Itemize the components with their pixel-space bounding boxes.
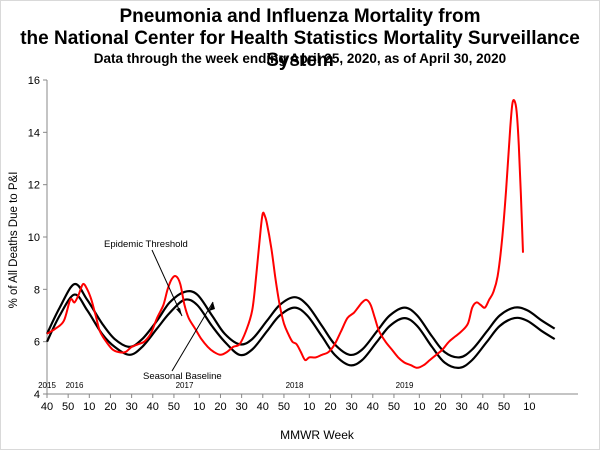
y-tick-label: 14 — [28, 127, 40, 139]
epidemic-threshold-label: Epidemic Threshold — [104, 239, 188, 250]
x-tick-label: 50 — [62, 401, 74, 413]
axes-group: 4 6 8 10 12 14 16 40 50 10 20 30 40 50 10 20 30 40 50 10 20 3… — [28, 75, 578, 413]
y-tick-label: 8 — [34, 284, 40, 296]
x-tick-label: 50 — [168, 401, 180, 413]
x-tick-label: 50 — [388, 401, 400, 413]
x-tick-label: 20 — [434, 401, 446, 413]
x-tick-label: 20 — [104, 401, 116, 413]
epidemic-threshold-line — [46, 282, 556, 359]
year-label: 2018 — [286, 381, 304, 390]
x-tick-label: 10 — [303, 401, 315, 413]
year-label: 2016 — [66, 381, 84, 390]
labels-group: MMWR Week % of All Deaths Due to P&I Epi… — [8, 172, 355, 442]
year-label: 2015 — [38, 381, 56, 390]
chart-subtitle: Data through the week ending April 25, 2… — [93, 51, 507, 66]
x-tick-label: 30 — [236, 401, 248, 413]
y-tick-label: 10 — [28, 232, 40, 244]
x-axis-label: MMWR Week — [280, 428, 355, 442]
seasonal-baseline-label: Seasonal Baseline — [143, 371, 222, 382]
y-tick-label: 6 — [34, 337, 40, 349]
epidemic-threshold-pointer — [151, 249, 183, 317]
x-tick-label: 10 — [83, 401, 95, 413]
x-tick-label: 20 — [324, 401, 336, 413]
y-tick-label: 12 — [28, 180, 40, 192]
x-tick-label: 40 — [257, 401, 269, 413]
epidemic-threshold-arrowhead — [176, 308, 182, 316]
x-tick-label: 30 — [346, 401, 358, 413]
pi-mortality-line — [46, 99, 524, 369]
x-tick-label: 10 — [523, 401, 535, 413]
x-tick-label: 30 — [125, 401, 137, 413]
x-tick-label: 50 — [498, 401, 510, 413]
x-tick-label: 40 — [367, 401, 379, 413]
y-tick-label: 16 — [28, 75, 40, 87]
x-tick-label: 40 — [477, 401, 489, 413]
x-tick-label: 40 — [41, 401, 53, 413]
x-tick-label: 20 — [214, 401, 226, 413]
y-axis-label: % of All Deaths Due to P&I — [8, 172, 20, 309]
x-tick-label: 10 — [413, 401, 425, 413]
year-label: 2019 — [396, 381, 414, 390]
x-tick-label: 30 — [456, 401, 468, 413]
chart-title-line2: the National Center for Health Statistic… — [20, 28, 580, 71]
x-tick-label: 50 — [278, 401, 290, 413]
seasonal-baseline-line — [46, 293, 556, 369]
seasonal-baseline-pointer — [171, 301, 214, 372]
seasonal-baseline-arrowhead — [209, 302, 215, 311]
x-tick-label: 40 — [147, 401, 159, 413]
series-group — [46, 99, 556, 369]
y-tick-label: 4 — [34, 389, 40, 401]
year-label: 2017 — [176, 381, 194, 390]
x-tick-label: 10 — [193, 401, 205, 413]
chart-title: Pneumonia and Influenza Mortality from — [119, 6, 481, 27]
